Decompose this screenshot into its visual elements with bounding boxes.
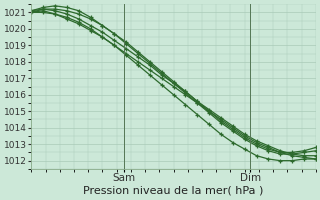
X-axis label: Pression niveau de la mer( hPa ): Pression niveau de la mer( hPa ) [84, 186, 264, 196]
